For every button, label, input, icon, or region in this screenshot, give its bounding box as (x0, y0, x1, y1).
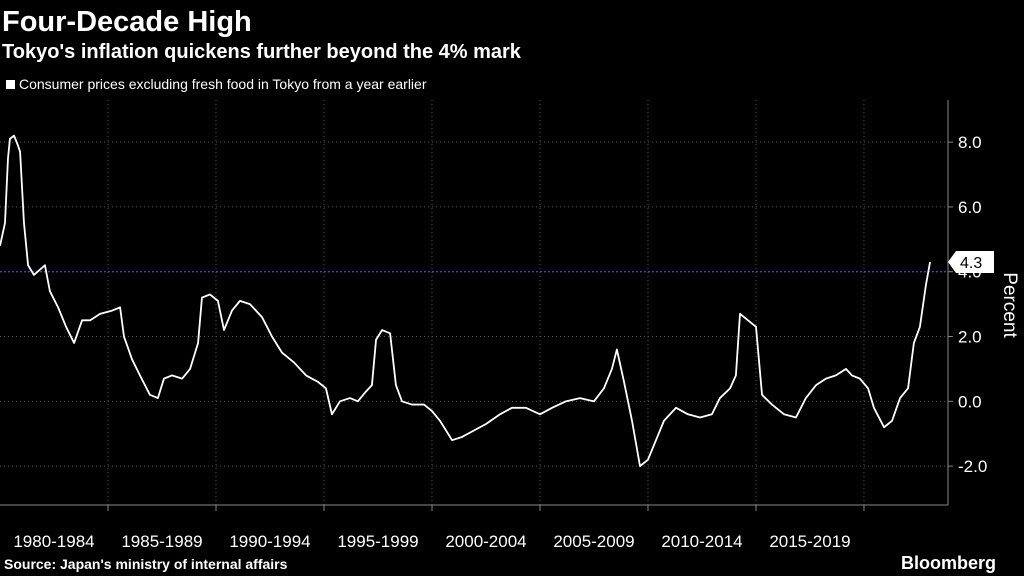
x-tick-label: 2005-2009 (553, 532, 634, 551)
x-tick-label: 1990-1994 (229, 532, 310, 551)
y-tick-label: 2.0 (958, 328, 982, 347)
y-tick-label: 6.0 (958, 198, 982, 217)
x-tick-label: 2010-2014 (661, 532, 742, 551)
x-tick-label: 2015-2019 (769, 532, 850, 551)
chart-title: Four-Decade High (2, 6, 252, 38)
y-tick-label: -2.0 (958, 457, 987, 476)
source: Source: Japan's ministry of internal aff… (4, 556, 288, 572)
x-tick-label: 1995-1999 (337, 532, 418, 551)
x-tick-label: 2000-2004 (445, 532, 526, 551)
data-line (0, 134, 931, 468)
y-axis-label: Percent (999, 272, 1020, 338)
brand: Bloomberg (901, 553, 996, 573)
x-tick-label: 1980-1984 (13, 532, 94, 551)
end-label: 4.3 (960, 255, 982, 272)
y-tick-label: 0.0 (958, 392, 982, 411)
legend-swatch (6, 80, 15, 89)
y-tick-label: 8.0 (958, 133, 982, 152)
chart-subtitle: Tokyo's inflation quickens further beyon… (2, 41, 522, 63)
end-label-box (948, 251, 994, 273)
legend-label: Consumer prices excluding fresh food in … (19, 76, 427, 92)
x-tick-label: 1985-1989 (121, 532, 202, 551)
